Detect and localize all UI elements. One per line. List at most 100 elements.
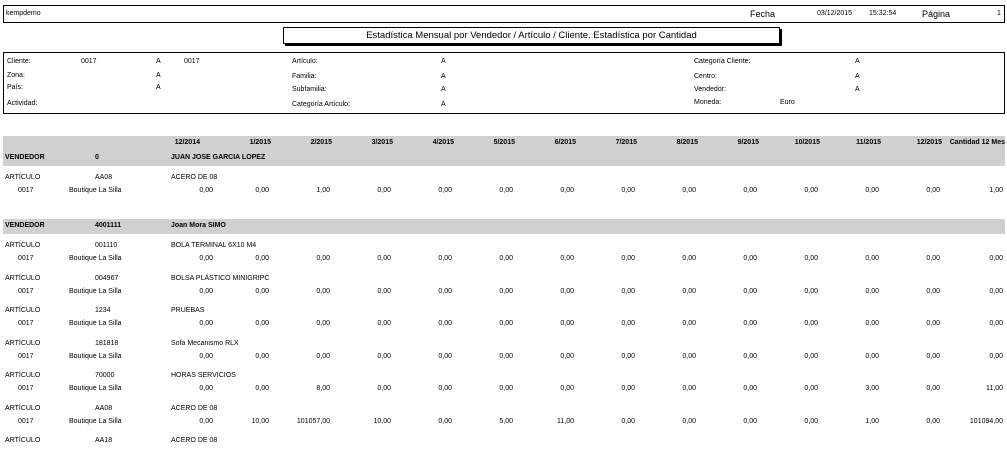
article-code: 004967 [95, 274, 119, 282]
vendedor-label: Vendedor: [694, 86, 726, 93]
client-row: 0017 Boutique La Silla 0,00 10,00 101057,00 1… [3, 416, 1005, 428]
client-code: 0017 [18, 320, 34, 327]
column-header: 7/2015 [615, 139, 637, 146]
client-code: 0017 [18, 287, 34, 295]
value-cell: 0,00 [804, 255, 818, 262]
article-name: Sofa Mecanismo RLX [171, 339, 239, 347]
value-cell: 0,00 [682, 287, 696, 295]
value-total: 0,00 [989, 287, 1003, 295]
column-header: 11/2015 [856, 139, 881, 146]
value-cell: 1,00 [865, 417, 879, 425]
value-cell: 0,00 [377, 320, 391, 327]
articulo-tag: ARTÍCULO [5, 404, 41, 412]
cliente-from: 0017 [81, 58, 97, 65]
article-code: 181818 [95, 339, 119, 347]
value-cell: 0,00 [621, 417, 635, 425]
value-cell: 0,00 [499, 187, 513, 194]
value-cell: 0,00 [621, 255, 635, 262]
value-cell: 0,00 [926, 352, 940, 360]
article-row: ARTÍCULO AA18 ACERO DE 08 [3, 435, 1005, 447]
value-cell: 0,00 [199, 352, 213, 360]
value-cell: 0,00 [316, 287, 330, 295]
value-total: 1,00 [989, 187, 1003, 194]
article-row: ARTÍCULO 181818 Sofa Mecanismo RLX [3, 338, 1005, 350]
client-code: 0017 [18, 187, 34, 194]
value-cell: 0,00 [743, 352, 757, 360]
pais-a: A [156, 84, 161, 91]
value-cell: 0,00 [926, 187, 940, 194]
value-cell: 0,00 [682, 385, 696, 392]
value-cell: 0,00 [438, 320, 452, 327]
value-cell: 8,00 [316, 385, 330, 392]
value-cell: 0,00 [438, 255, 452, 262]
articulo-tag: ARTÍCULO [5, 274, 41, 282]
value-cell: 0,00 [621, 352, 635, 360]
value-cell: 5,00 [499, 417, 513, 425]
actividad-label: Actividad: [7, 100, 38, 107]
client-row: 0017 Boutique La Silla 0,00 0,00 0,00 0,00 0,0… [3, 286, 1005, 298]
article-row: ARTÍCULO AA08 ACERO DE 08 [3, 172, 1005, 184]
value-cell: 0,00 [682, 417, 696, 425]
value-cell: 0,00 [804, 417, 818, 425]
value-cell: 0,00 [926, 320, 940, 327]
article-row: ARTÍCULO 004967 BOLSA PLÁSTICO MINIGRIPC [3, 273, 1005, 285]
article-name: PRUEBAS [171, 307, 205, 314]
value-cell: 0,00 [804, 187, 818, 194]
value-cell: 0,00 [865, 320, 879, 327]
centro-a: A [855, 73, 860, 80]
value-cell: 0,00 [865, 352, 879, 360]
report-date: 03/12/2015 [817, 10, 853, 17]
value-cell: 0,00 [743, 385, 757, 392]
article-code: AA18 [95, 437, 113, 444]
article-row: ARTÍCULO 1234 PRUEBAS [3, 305, 1005, 317]
value-cell: 0,00 [865, 287, 879, 295]
articulo-label: Artículo: [292, 58, 318, 65]
article-row: ARTÍCULO 001110 BOLA TERMINAL 6X10 M4 [3, 240, 1005, 252]
client-name: Boutique La Silla [69, 417, 122, 425]
vendor-code: 0 [95, 154, 99, 161]
report-top-bar: kempdemo Fecha 03/12/2015 15:32:54 Págin… [3, 5, 1005, 23]
client-row: 0017 Boutique La Silla 0,00 0,00 0,00 0,00 0,0… [3, 351, 1005, 363]
value-cell: 0,00 [743, 287, 757, 295]
user-name: kempdemo [6, 10, 41, 17]
vendor-band: VENDEDOR 4001111 Joan Mora SIMO [3, 219, 1005, 234]
value-cell: 0,00 [682, 320, 696, 327]
article-code: AA08 [95, 174, 113, 181]
articulo-tag: ARTÍCULO [5, 242, 41, 249]
vendor-name: JUAN JOSE GARCIA LOPEZ [171, 154, 266, 161]
value-cell: 0,00 [743, 417, 757, 425]
client-code: 0017 [18, 385, 34, 392]
column-header: 3/2015 [371, 139, 393, 146]
column-header: 6/2015 [554, 139, 576, 146]
value-cell: 10,00 [373, 417, 391, 425]
client-name: Boutique La Silla [69, 187, 122, 194]
value-cell: 0,00 [926, 255, 940, 262]
value-cell: 0,00 [682, 187, 696, 194]
column-header: 4/2015 [432, 139, 454, 146]
column-header: 5/2015 [493, 139, 515, 146]
value-cell: 0,00 [560, 255, 574, 262]
client-name: Boutique La Silla [69, 352, 122, 360]
value-cell: 0,00 [438, 352, 452, 360]
value-total: 0,00 [989, 320, 1003, 327]
categoria-cliente-a: A [855, 58, 860, 65]
value-cell: 101057,00 [296, 417, 330, 425]
column-header: 1/2015 [249, 139, 271, 146]
value-cell: 0,00 [199, 187, 213, 194]
value-cell: 0,00 [199, 287, 213, 295]
centro-label: Centro: [694, 73, 717, 80]
value-cell: 0,00 [560, 287, 574, 295]
articulo-tag: ARTÍCULO [5, 174, 41, 181]
client-row: 0017 Boutique La Silla 0,00 0,00 0,00 0,00 0,0… [3, 253, 1005, 265]
column-header: 12/2015 [916, 139, 942, 146]
value-cell: 0,00 [438, 417, 452, 425]
vendedor-tag: VENDEDOR [5, 222, 45, 229]
value-cell: 0,00 [255, 320, 269, 327]
cliente-a: A [156, 58, 161, 65]
vendor-name: Joan Mora SIMO [171, 222, 226, 229]
value-cell: 0,00 [926, 287, 940, 295]
cliente-label: Cliente: [7, 58, 31, 65]
articulo-tag: ARTÍCULO [5, 307, 41, 314]
value-cell: 0,00 [438, 287, 452, 295]
client-row: 0017 Boutique La Silla 0,00 0,00 0,00 0,00 0,0… [3, 318, 1005, 330]
